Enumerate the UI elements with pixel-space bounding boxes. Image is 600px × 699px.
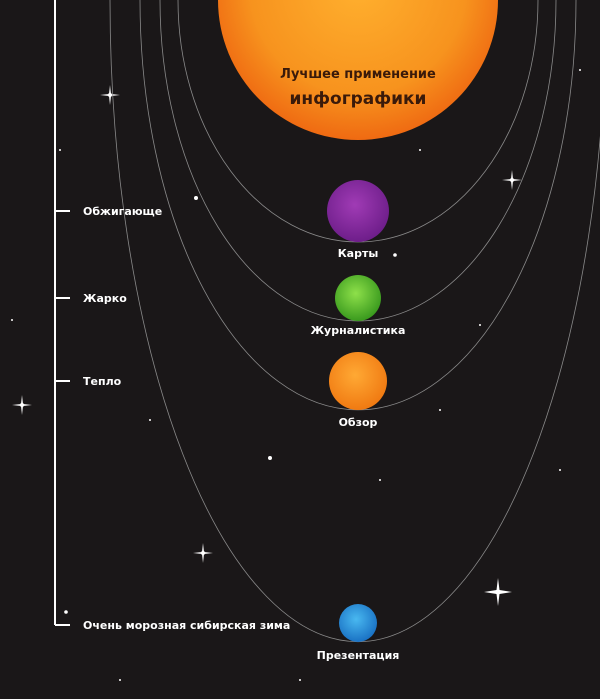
scale-label: Тепло bbox=[83, 375, 122, 388]
planet-label: Презентация bbox=[317, 649, 400, 662]
planet bbox=[339, 604, 377, 642]
title-line: инфографики bbox=[290, 89, 427, 109]
planet-label: Обзор bbox=[339, 416, 378, 429]
scale-label: Обжигающе bbox=[83, 205, 162, 218]
scale-label: Очень морозная сибирская зима bbox=[83, 619, 290, 632]
planet-label: Карты bbox=[338, 247, 379, 260]
scale-label: Жарко bbox=[83, 292, 127, 305]
planet bbox=[329, 352, 387, 410]
stars bbox=[11, 69, 581, 681]
planet bbox=[327, 180, 389, 242]
scale bbox=[54, 0, 70, 626]
sun bbox=[218, 0, 498, 140]
title-line: Лучшее применение bbox=[280, 67, 436, 82]
planet bbox=[335, 275, 381, 321]
planet-label: Журналистика bbox=[311, 324, 406, 337]
